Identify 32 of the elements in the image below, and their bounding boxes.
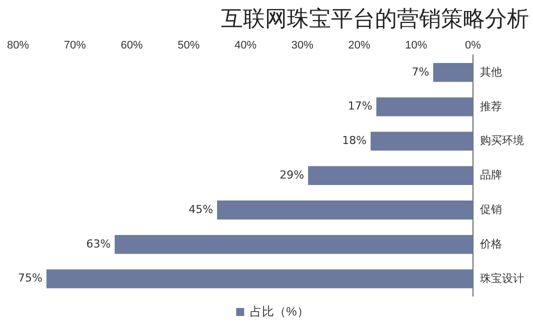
bar xyxy=(46,269,473,288)
x-tick-label: 50% xyxy=(178,40,200,52)
y-tick-label: 品牌 xyxy=(480,170,502,182)
data-label: 45% xyxy=(188,202,214,216)
x-tick-label: 80% xyxy=(6,40,30,52)
x-tick-label: 40% xyxy=(234,40,257,52)
y-tick-label: 价格 xyxy=(479,238,502,250)
legend-label: 占比（%） xyxy=(250,304,309,318)
bar xyxy=(217,200,473,220)
bar xyxy=(433,62,473,82)
bar xyxy=(376,97,473,116)
x-tick-label: 30% xyxy=(291,40,314,52)
x-tick-label: 70% xyxy=(64,40,86,52)
y-tick-label: 购买环境 xyxy=(480,134,524,148)
x-tick-label: 0% xyxy=(465,40,482,52)
data-label: 7% xyxy=(412,65,430,78)
data-label: 17% xyxy=(348,100,372,113)
bar xyxy=(370,132,473,151)
y-tick-label: 推荐 xyxy=(480,100,502,113)
data-label: 29% xyxy=(280,168,304,182)
x-tick-label: 20% xyxy=(348,40,370,52)
bar xyxy=(308,166,473,186)
data-label: 75% xyxy=(18,272,42,285)
x-tick-label: 60% xyxy=(120,40,143,52)
chart-title: 互联网珠宝平台的营销策略分析 xyxy=(220,6,530,34)
data-label: 63% xyxy=(86,237,111,250)
y-tick-label: 促销 xyxy=(480,204,502,216)
x-tick-label: 10% xyxy=(405,40,428,52)
y-tick-label: 其他 xyxy=(480,65,502,78)
y-tick-label: 珠宝设计 xyxy=(480,272,524,285)
bar xyxy=(114,234,473,254)
data-label: 18% xyxy=(342,134,367,148)
